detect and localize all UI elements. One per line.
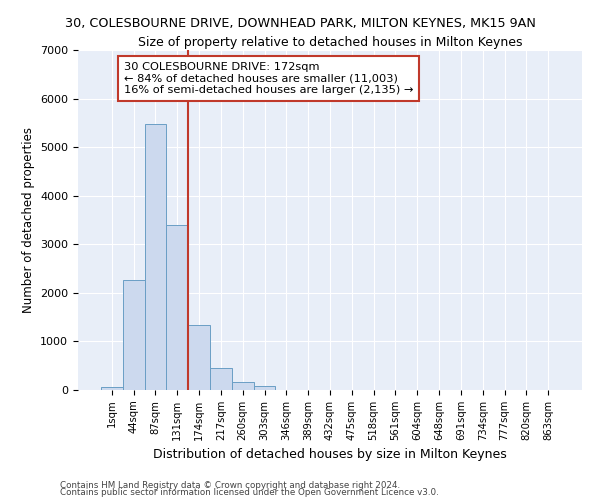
Bar bbox=[145, 124, 166, 390]
Bar bbox=[166, 225, 188, 390]
Bar bbox=[101, 387, 123, 390]
Bar bbox=[232, 382, 254, 390]
Bar bbox=[188, 325, 210, 390]
Text: 30, COLESBOURNE DRIVE, DOWNHEAD PARK, MILTON KEYNES, MK15 9AN: 30, COLESBOURNE DRIVE, DOWNHEAD PARK, MI… bbox=[65, 18, 535, 30]
Bar bbox=[123, 280, 145, 390]
Text: 30 COLESBOURNE DRIVE: 172sqm
← 84% of detached houses are smaller (11,003)
16% o: 30 COLESBOURNE DRIVE: 172sqm ← 84% of de… bbox=[124, 62, 413, 96]
Y-axis label: Number of detached properties: Number of detached properties bbox=[22, 127, 35, 313]
Text: Contains public sector information licensed under the Open Government Licence v3: Contains public sector information licen… bbox=[60, 488, 439, 497]
Bar bbox=[210, 368, 232, 390]
Bar bbox=[254, 386, 275, 390]
Title: Size of property relative to detached houses in Milton Keynes: Size of property relative to detached ho… bbox=[138, 36, 522, 49]
X-axis label: Distribution of detached houses by size in Milton Keynes: Distribution of detached houses by size … bbox=[153, 448, 507, 462]
Text: Contains HM Land Registry data © Crown copyright and database right 2024.: Contains HM Land Registry data © Crown c… bbox=[60, 480, 400, 490]
